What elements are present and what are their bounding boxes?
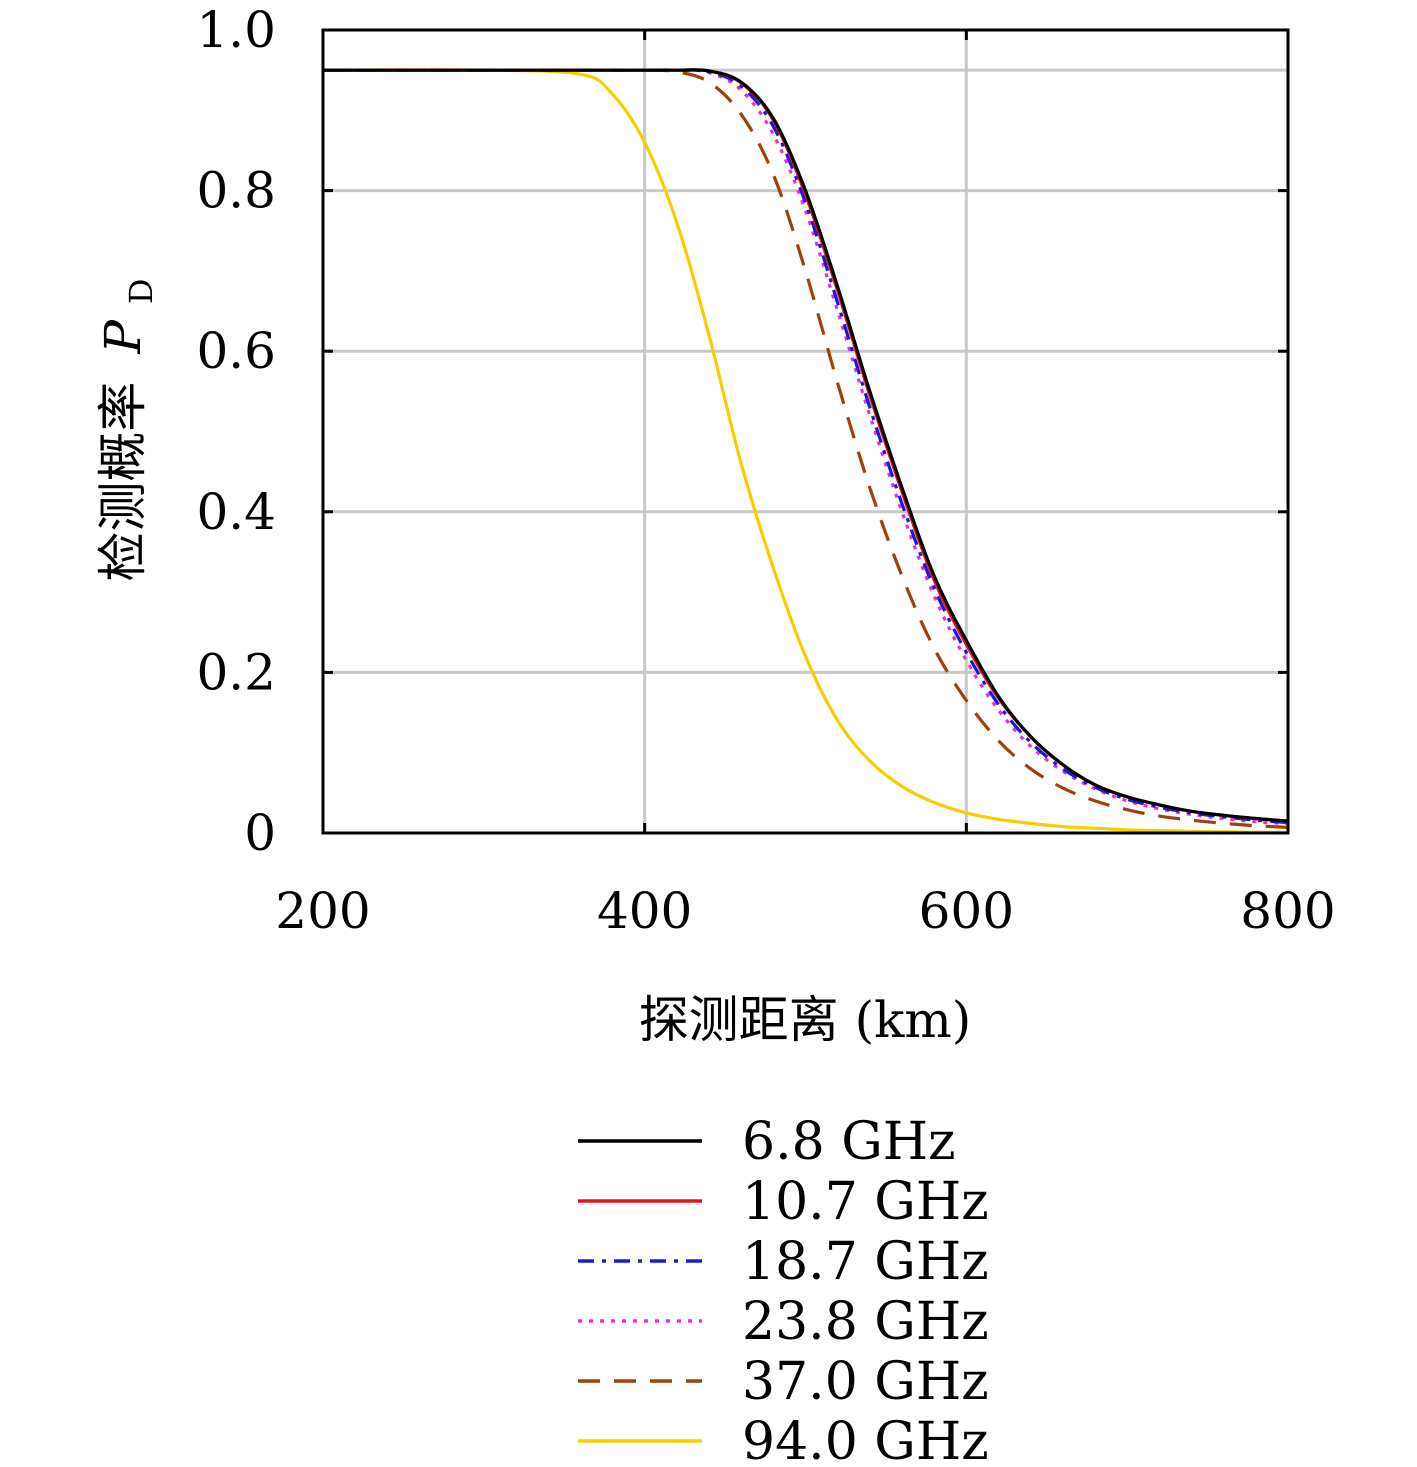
series-lines [322, 68, 1289, 834]
series-line [323, 68, 1289, 825]
y-axis-label-group: 检测概率 P D [94, 278, 160, 581]
legend-label: 37.0 GHz [742, 1352, 989, 1412]
y-axis-label-symbol: P [94, 319, 152, 355]
y-tick-label: 0.8 [196, 162, 276, 220]
axis-ticks [321, 28, 1290, 835]
plot-frame [321, 28, 1290, 835]
y-axis-label-subscript: D [122, 278, 160, 304]
legend-label: 10.7 GHz [742, 1172, 989, 1232]
legend-label: 18.7 GHz [742, 1232, 989, 1292]
series-line [322, 68, 1289, 834]
svg-text:检测概率 P D: 检测概率 P D [94, 278, 160, 581]
series-line [323, 68, 1289, 825]
x-tick-label: 800 [1240, 882, 1335, 940]
x-axis-label: 探测距离 (km) [639, 991, 972, 1049]
series-line [323, 68, 1289, 823]
y-tick-label: 1.0 [196, 1, 276, 59]
x-tick-label: 400 [597, 882, 692, 940]
y-tick-label: 0.4 [196, 483, 276, 541]
x-tick-label: 600 [919, 882, 1014, 940]
grid [323, 30, 1288, 833]
y-axis-label: 检测概率 [94, 382, 152, 582]
series-line [323, 68, 1289, 829]
x-tick-labels: 200 400 600 800 [275, 882, 1335, 940]
x-tick-label: 200 [275, 882, 370, 940]
y-tick-label: 0.6 [196, 322, 276, 380]
y-tick-labels: 0 0.2 0.4 0.6 0.8 1.0 [196, 1, 276, 862]
legend-label: 6.8 GHz [742, 1112, 956, 1172]
y-tick-label: 0.2 [196, 643, 276, 701]
legend-label: 23.8 GHz [742, 1292, 989, 1352]
legend-label: 94.0 GHz [742, 1412, 989, 1467]
y-tick-label: 0 [244, 804, 276, 862]
series-line [323, 68, 1289, 823]
